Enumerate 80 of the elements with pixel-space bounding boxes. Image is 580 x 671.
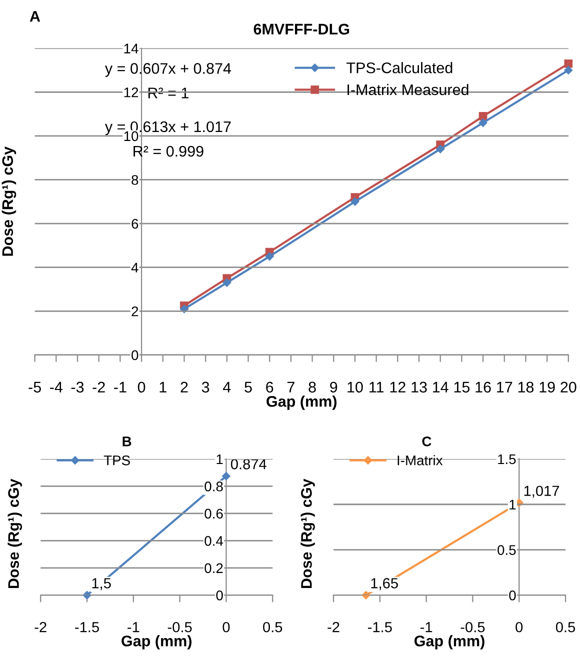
x-tick-label: 11 <box>370 382 384 392</box>
y-tick-label: 0.6 <box>204 508 223 519</box>
y-tick-label: 0.4 <box>204 536 224 546</box>
y-tick-label: 1 <box>216 454 223 464</box>
legend-label: I-Matrix <box>398 455 443 466</box>
x-tick-label: -5 <box>28 382 41 393</box>
point <box>564 59 573 68</box>
x-tick-label: 0.5 <box>263 622 282 632</box>
x-tick-label: -4 <box>50 382 62 392</box>
y-tick-label: 1.5 <box>498 454 516 464</box>
annotation: 1,65 <box>371 578 398 590</box>
legend-label: TPS-Calculated <box>346 62 452 74</box>
x-tick-label: -3 <box>71 382 84 393</box>
y-tick-label: 0 <box>509 590 516 600</box>
text: A <box>30 11 40 22</box>
annotation: y = 0.607x + 0.874 <box>104 63 232 77</box>
x-tick-label: -0.5 <box>168 622 192 632</box>
x-tick-label: 5 <box>244 382 252 393</box>
point <box>436 144 444 154</box>
x-axis-title: Gap (mm) <box>414 635 484 650</box>
x-tick-label: -2 <box>34 622 46 632</box>
point <box>180 304 188 314</box>
y-tick-label: 14 <box>124 44 138 54</box>
y-tick-label: 4 <box>131 262 138 272</box>
x-tick-label: -1 <box>128 622 140 632</box>
x-tick-label: 6 <box>266 382 274 393</box>
x-tick-label: 18 <box>518 382 534 393</box>
point <box>478 118 488 127</box>
x-tick-label: 4 <box>223 382 231 392</box>
x-tick-label: -1 <box>420 622 432 632</box>
x-tick-label: 15 <box>454 382 470 393</box>
annotation: 1,5 <box>92 578 111 590</box>
x-tick-label: 1 <box>160 382 166 392</box>
text: C <box>422 436 432 446</box>
x-tick-label: 10 <box>348 382 363 393</box>
y-axis-title: Dose (Rg¹) cGy <box>300 478 315 588</box>
y-tick-label: 0 <box>132 350 138 360</box>
text: B <box>122 436 132 446</box>
x-tick-label: 14 <box>433 382 448 392</box>
y-axis-title: Dose (Rg¹) cGy <box>8 478 22 588</box>
x-tick-label: 20 <box>560 382 576 393</box>
x-tick-label: -1.5 <box>368 622 392 632</box>
y-axis-title: Dose (Rg¹) cGy <box>2 146 16 256</box>
y-tick-label: 0.8 <box>204 482 223 492</box>
annotation: 1,017 <box>524 486 560 498</box>
y-tick-label: 0.5 <box>498 545 516 555</box>
x-tick-label: 17 <box>497 382 512 392</box>
x-tick-label: 2 <box>180 382 188 392</box>
x-tick-label: -2 <box>328 622 340 632</box>
chart-title: 6MVFFF-DLG <box>254 24 350 35</box>
y-tick-label: 2 <box>132 306 138 316</box>
y-tick-label: 8 <box>132 175 138 185</box>
legend-label: TPS <box>104 455 130 466</box>
x-tick-label: -2 <box>92 382 105 392</box>
point <box>350 198 360 206</box>
point <box>265 252 274 261</box>
legend-label: I-Matrix Measured <box>348 84 468 96</box>
y-tick-label: 12 <box>124 87 138 98</box>
point <box>478 112 488 120</box>
point <box>222 278 232 287</box>
x-tick-label: 16 <box>476 382 491 393</box>
x-tick-label: 13 <box>412 382 427 393</box>
x-tick-label: -1 <box>114 382 126 392</box>
annotation: R² = 0.999 <box>134 146 204 157</box>
x-tick-label: 19 <box>540 382 555 393</box>
y-tick-label: 0 <box>216 590 223 600</box>
x-tick-label: 3 <box>202 382 210 393</box>
x-tick-label: 9 <box>330 382 338 393</box>
y-tick-label: 6 <box>132 218 138 229</box>
x-tick-label: -0.5 <box>460 622 485 632</box>
x-axis-title: Gap (mm) <box>122 635 192 650</box>
y-tick-label: 0.2 <box>204 563 223 574</box>
x-tick-label: 12 <box>390 382 406 392</box>
x-axis-title: Gap (mm) <box>266 396 336 410</box>
x-tick-label: 0.5 <box>556 622 576 632</box>
point <box>564 66 573 74</box>
x-tick-label: 7 <box>287 382 294 392</box>
x-tick-label: 8 <box>308 382 316 393</box>
y-tick-label: 1 <box>510 500 516 510</box>
x-tick-label: -1.5 <box>75 622 99 632</box>
